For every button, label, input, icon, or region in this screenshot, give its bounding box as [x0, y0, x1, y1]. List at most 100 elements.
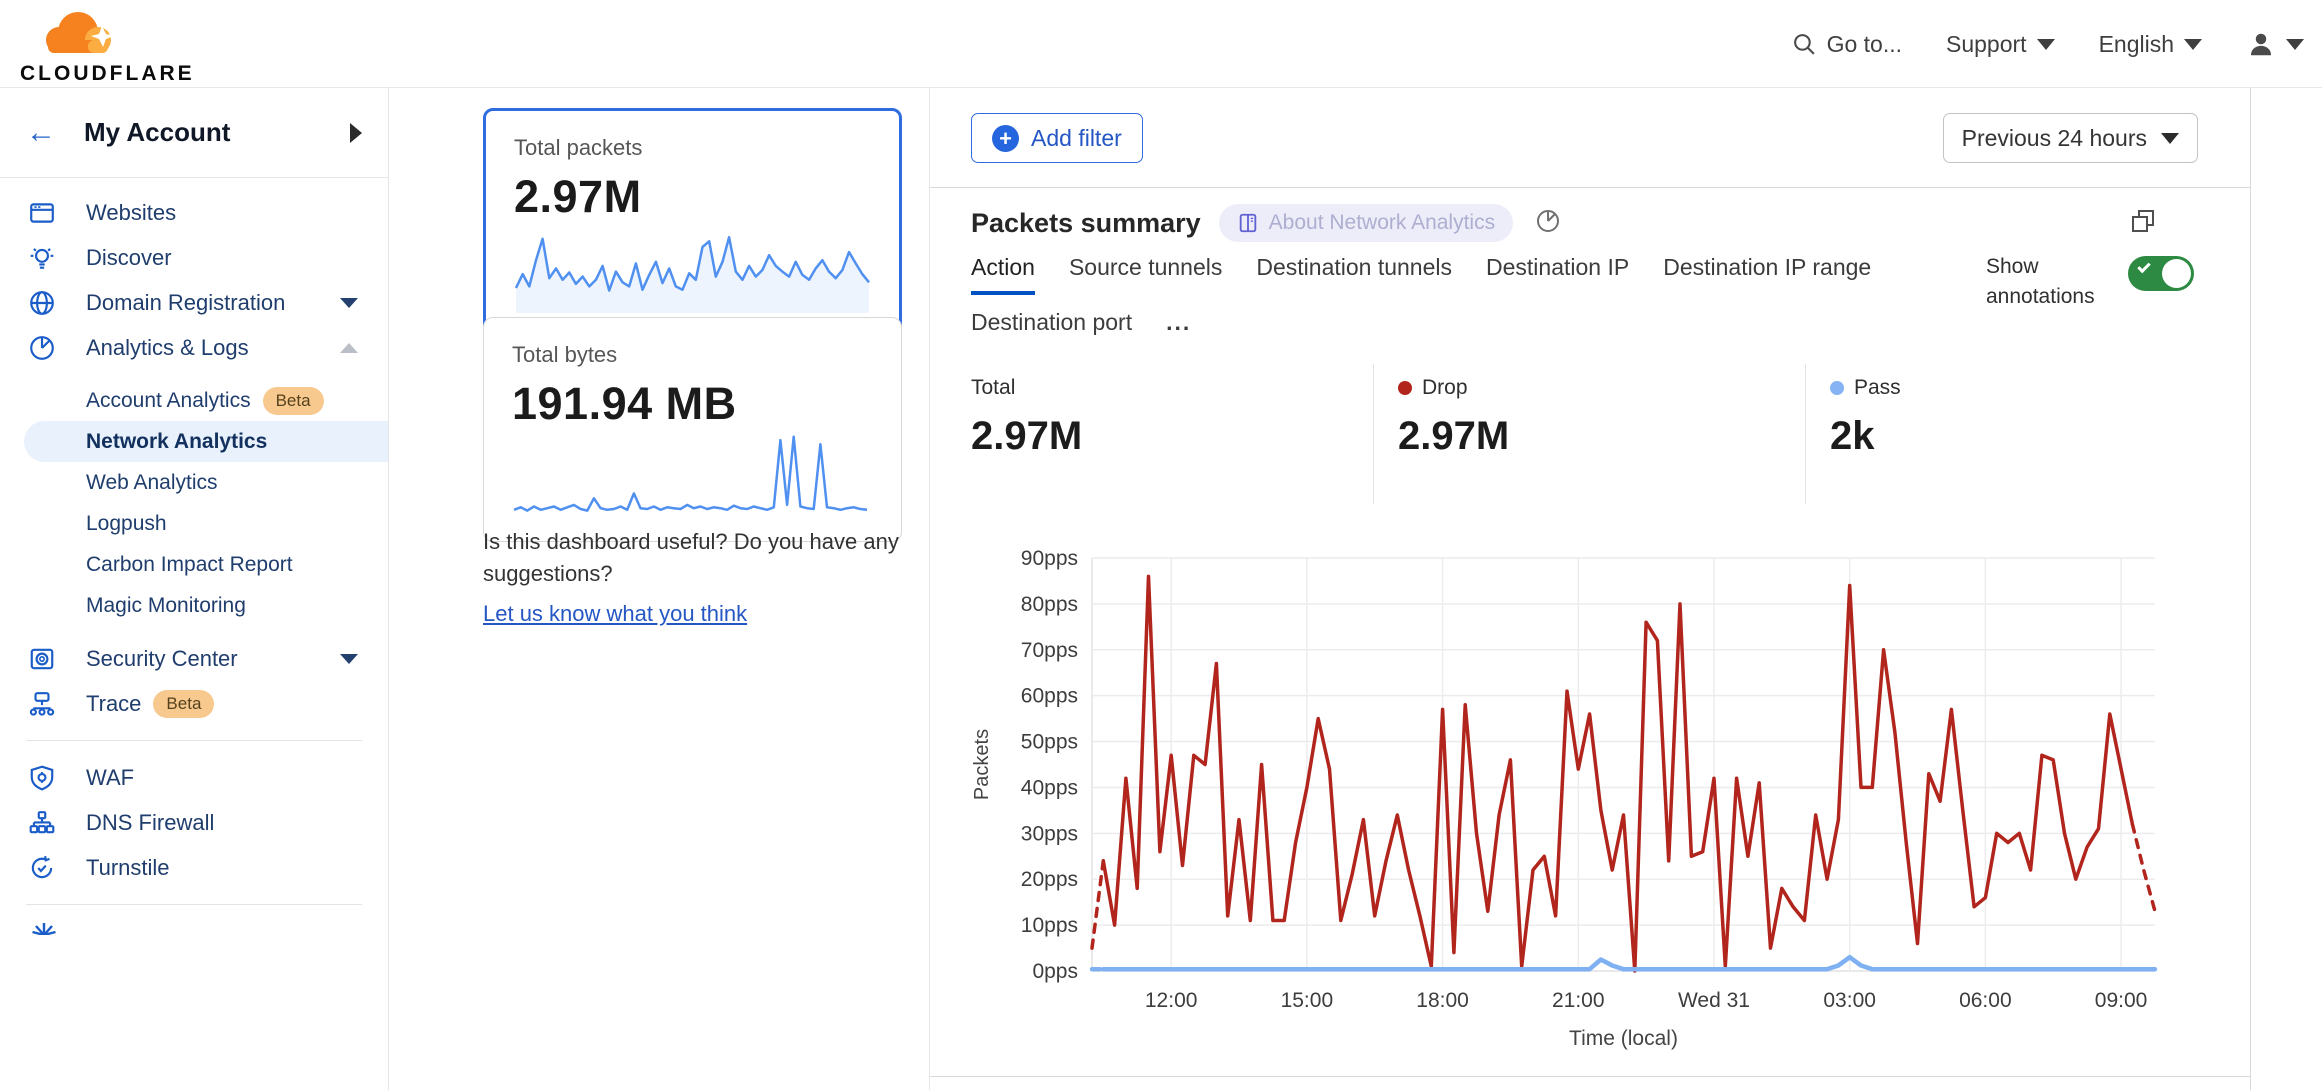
svg-text:06:00: 06:00	[1959, 989, 2012, 1012]
total-bytes-card[interactable]: Total bytes 191.94 MB	[483, 317, 902, 542]
packets-time-series-chart: 0pps 10pps 20pps 30pps 40pps 50pps 60pps 70pps 8…	[950, 546, 2240, 1061]
summary-column: Total packets 2.97M Total bytes 191.94 M…	[389, 88, 930, 1090]
expand-panel-icon[interactable]	[2128, 206, 2158, 241]
svg-text:60pps: 60pps	[1021, 685, 1078, 708]
sidebar-item-label: DNS Firewall	[86, 809, 215, 835]
sidebar-item-trace[interactable]: Trace Beta	[0, 681, 388, 726]
sidebar-back-my-account[interactable]: ← My Account	[0, 88, 388, 178]
sidebar-item-network-analytics[interactable]: Network Analytics	[24, 421, 388, 462]
sidebar-item-turnstile[interactable]: Turnstile	[0, 845, 388, 890]
account-menu[interactable]	[2246, 29, 2304, 59]
svg-text:18:00: 18:00	[1416, 989, 1469, 1012]
tab-source-tunnels[interactable]: Source tunnels	[1068, 254, 1223, 280]
sidebar-item-domain-registration[interactable]: Domain Registration	[0, 280, 388, 325]
top-bar: CLOUDFLARE Go to... Support English	[0, 0, 2322, 88]
sidebar-item-label: Magic Monitoring	[86, 593, 246, 617]
stat-value: 2.97M	[1398, 414, 1510, 458]
sidebar-item-label: Web Analytics	[86, 470, 218, 494]
svg-text:21:00: 21:00	[1552, 989, 1605, 1012]
sidebar-item-web-analytics[interactable]: Web Analytics	[0, 462, 388, 503]
tab-action[interactable]: Action	[971, 254, 1035, 295]
card-title: Total packets	[514, 135, 643, 160]
total-packets-card[interactable]: Total packets 2.97M	[483, 108, 902, 337]
card-title: Total bytes	[512, 342, 618, 367]
pie-chart-icon	[30, 335, 54, 360]
svg-text:10pps: 10pps	[1021, 914, 1078, 937]
about-badge-label: About Network Analytics	[1268, 211, 1496, 234]
svg-text:15:00: 15:00	[1281, 989, 1334, 1012]
shield-gear-icon	[30, 765, 54, 790]
svg-text:40pps: 40pps	[1021, 776, 1078, 799]
chevron-down-icon	[2161, 132, 2179, 144]
stat-value: 2.97M	[971, 414, 1083, 458]
arrow-left-icon[interactable]: ←	[26, 115, 56, 149]
tab-destination-tunnels[interactable]: Destination tunnels	[1256, 254, 1452, 280]
packets-summary-panel: Packets summary About Network Analytics …	[930, 187, 2250, 1077]
stat-drop: Drop 2.97M	[1373, 364, 1805, 504]
support-menu[interactable]: Support	[1946, 31, 2055, 58]
data-freshness-icon[interactable]	[1535, 208, 1561, 239]
sidebar-item-label: Websites	[86, 199, 177, 225]
sidebar-item-analytics-logs[interactable]: Analytics & Logs	[0, 325, 388, 370]
feedback-question: Is this dashboard useful? Do you have an…	[483, 529, 899, 586]
feedback-link[interactable]: Let us know what you think	[483, 600, 748, 626]
svg-text:Packets: Packets	[971, 729, 993, 800]
sidebar-item-waf[interactable]: WAF	[0, 755, 388, 800]
goto-search[interactable]: Go to...	[1792, 31, 1902, 58]
card-value: 2.97M	[514, 171, 642, 222]
line-chart-svg: 0pps 10pps 20pps 30pps 40pps 50pps 60pps 70pps 8…	[971, 547, 2158, 1050]
sidebar-item-discover[interactable]: Discover	[0, 235, 388, 280]
stats-row: Total 2.97M Drop 2.97M Pass 2k	[930, 364, 2250, 504]
refresh-check-icon	[31, 855, 53, 878]
time-range-dropdown[interactable]: Previous 24 hours	[1942, 113, 2198, 163]
card-value: 191.94 MB	[512, 378, 737, 429]
tab-destination-ip-range[interactable]: Destination IP range	[1663, 254, 1872, 280]
chevron-right-icon	[350, 122, 362, 143]
svg-text:Wed 31: Wed 31	[1678, 989, 1750, 1012]
account-name: My Account	[84, 117, 231, 147]
chevron-up-icon[interactable]	[340, 342, 358, 353]
chevron-down-icon[interactable]	[340, 653, 358, 664]
sidebar-divider	[26, 740, 362, 741]
svg-text:Time (local): Time (local)	[1569, 1027, 1678, 1050]
language-menu[interactable]: English	[2099, 31, 2202, 58]
annotations-toggle[interactable]	[2128, 256, 2194, 291]
svg-text:0pps: 0pps	[1032, 960, 1078, 983]
tab-destination-port[interactable]: Destination port	[971, 309, 1133, 335]
chevron-down-icon[interactable]	[340, 297, 358, 308]
trace-icon	[29, 691, 55, 716]
book-icon	[1239, 213, 1256, 233]
sidebar-item-logpush[interactable]: Logpush	[0, 503, 388, 544]
sidebar-item-magic-monitoring[interactable]: Magic Monitoring	[0, 585, 388, 626]
sidebar-item-account-analytics[interactable]: Account Analytics Beta	[0, 380, 388, 421]
stat-label: Pass	[1830, 376, 1901, 400]
drop-legend-dot	[1398, 381, 1412, 395]
svg-text:12:00: 12:00	[1145, 989, 1198, 1012]
sidebar-item-label: Discover	[86, 244, 172, 270]
sidebar-item-partial[interactable]	[0, 921, 388, 940]
sidebar-item-dns-firewall[interactable]: DNS Firewall	[0, 800, 388, 845]
sidebar-item-carbon-impact-report[interactable]: Carbon Impact Report	[0, 544, 388, 585]
sidebar-item-label: Domain Registration	[86, 289, 286, 315]
show-annotations-label: Show annotations	[1986, 255, 2095, 309]
stat-label: Drop	[1398, 376, 1805, 400]
goto-label: Go to...	[1826, 30, 1902, 57]
support-label: Support	[1946, 30, 2027, 57]
add-filter-button[interactable]: + Add filter	[971, 113, 1143, 163]
svg-text:20pps: 20pps	[1021, 868, 1078, 891]
check-icon	[2137, 259, 2151, 274]
add-filter-label: Add filter	[1031, 124, 1122, 151]
tab-destination-ip[interactable]: Destination IP	[1486, 254, 1630, 280]
cloudflare-cloud-icon	[46, 12, 114, 53]
about-network-analytics-badge[interactable]: About Network Analytics	[1218, 204, 1514, 242]
cloudflare-logo[interactable]: CLOUDFLARE	[16, 4, 216, 85]
svg-text:03:00: 03:00	[1823, 989, 1876, 1012]
sidebar: ← My Account Websites Discover Domain Re…	[0, 88, 389, 1090]
panel-title: Packets summary	[971, 207, 1201, 238]
more-tabs-button[interactable]: ...	[1166, 309, 1192, 335]
toggle-knob	[2162, 259, 2191, 288]
sidebar-item-websites[interactable]: Websites	[0, 190, 388, 235]
lightbulb-icon	[30, 247, 54, 269]
sidebar-item-security-center[interactable]: Security Center	[0, 636, 388, 681]
stat-value: 2k	[1830, 414, 1875, 458]
